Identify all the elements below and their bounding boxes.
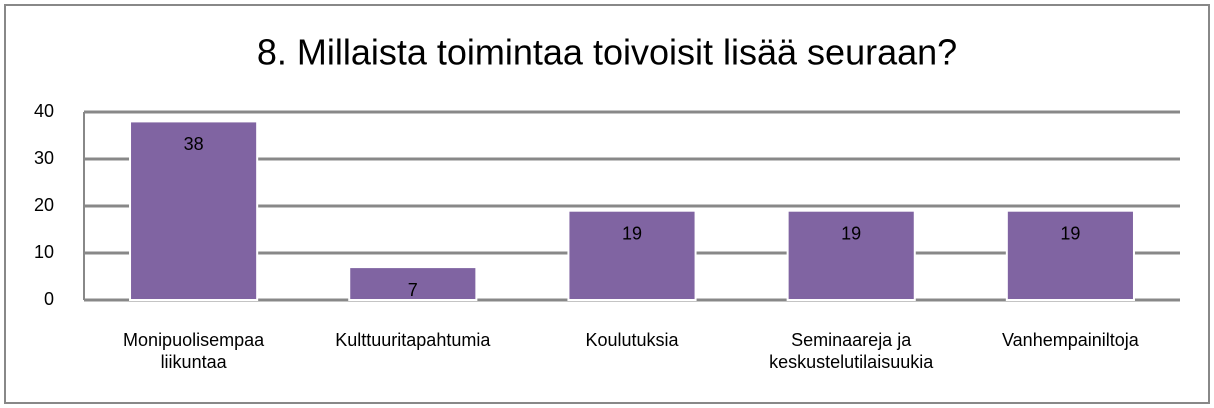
x-tick-label: Seminaareja ja keskustelutilaisuukia [769,330,934,372]
data-label: 19 [1060,223,1080,243]
y-tick-label: 40 [34,101,54,121]
chart-title: 8. Millaista toimintaa toivoisit lisää s… [257,32,957,73]
bar [786,209,916,301]
y-tick-label: 10 [34,242,54,262]
bar [1005,209,1135,301]
data-label: 19 [622,223,642,243]
data-label: 7 [408,280,418,300]
x-tick-label: Koulutuksia [585,330,679,350]
bar [348,266,478,302]
bar [567,209,697,301]
data-label: 38 [184,134,204,154]
y-tick-label: 30 [34,148,54,168]
y-tick-label: 20 [34,195,54,215]
data-label: 19 [841,223,861,243]
x-tick-label: Kulttuuritapahtumia [335,330,491,350]
y-tick-label: 0 [44,289,54,309]
bar [129,120,259,302]
x-tick-label: Monipuolisempaa liikuntaa [123,330,265,372]
x-tick-label: Vanhempainiltoja [1002,330,1139,350]
